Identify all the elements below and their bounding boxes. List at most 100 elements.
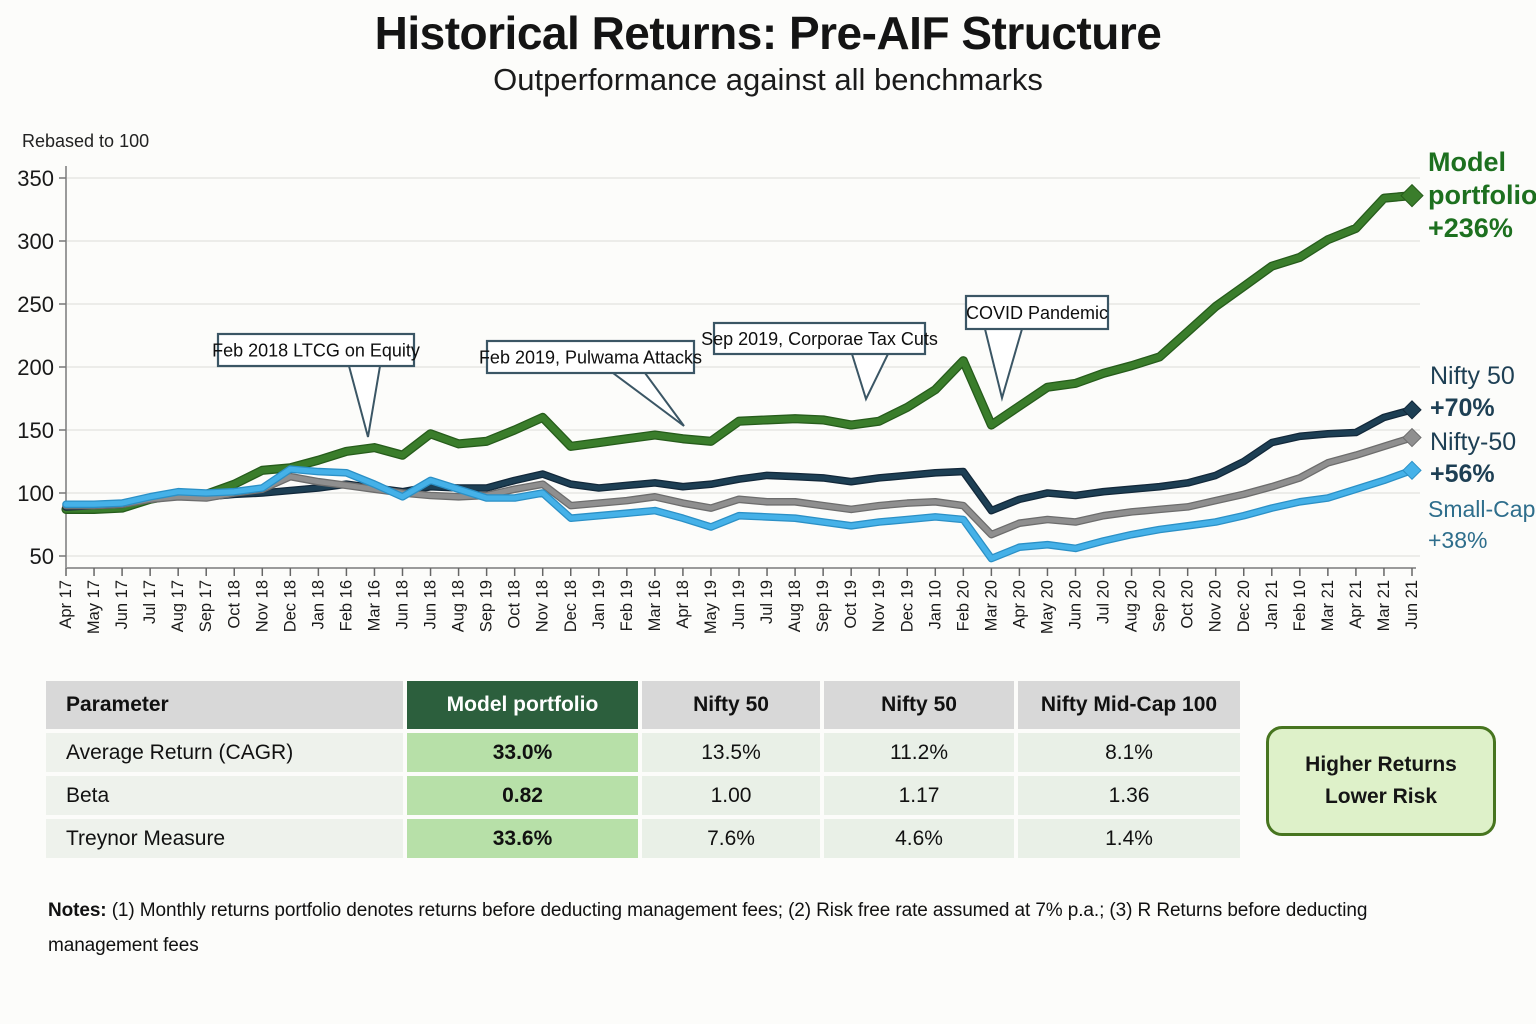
y-axis-label: 150 (17, 418, 54, 443)
series-end-marker (1400, 183, 1424, 208)
series-label-line: portfolio (1428, 180, 1536, 210)
annotation-box (964, 294, 1110, 331)
series-line-small-cap-100 (63, 466, 1415, 561)
table-row-label: Treynor Measure (46, 819, 403, 858)
series-label-line: Nifty-50 (1430, 428, 1517, 456)
table-header-cell: Nifty Mid-Cap 100 (1018, 681, 1240, 729)
x-axis-label: Jun 20 (1067, 580, 1085, 630)
x-axis-label: Mar 21 (1319, 580, 1337, 631)
table-row-label: Beta (46, 776, 403, 815)
table-cell: 7.6% (642, 819, 820, 858)
annotation-box (485, 339, 696, 375)
x-axis-label: Apr 20 (1010, 580, 1028, 629)
x-axis-label: Jun 17 (113, 580, 131, 630)
x-axis-label: Jan 18 (309, 580, 327, 630)
x-axis-label: Jun 18 (394, 580, 412, 630)
x-axis-label: Mar 16 (365, 580, 383, 631)
table-header-cell: Nifty 50 (824, 681, 1014, 729)
notes-prefix: Notes: (48, 900, 107, 921)
annotation-pointer (609, 372, 685, 427)
x-axis-label: Nov 18 (253, 580, 271, 632)
annotation-pointer (347, 365, 382, 438)
table-cell: 1.17 (824, 776, 1014, 815)
annotation-text: Sep 2019, Corporae Tax Cuts (701, 329, 938, 349)
page-title: Historical Returns: Pre-AIF Structure (374, 7, 1162, 59)
x-axis-label: Oct 18 (506, 580, 524, 629)
table-cell: 1.00 (642, 776, 820, 815)
line-chart: 50 100 150 200 250 300 350 Apr 17 May 17 Jun 17 Ju… (17, 166, 1424, 634)
badge-line: Higher Returns (1305, 753, 1457, 776)
x-axis-label: Jun 21 (1403, 580, 1421, 630)
x-axis-label: Aug 18 (786, 580, 804, 632)
series-line-nifty-50 (63, 407, 1415, 514)
x-axis-label: Feb 19 (618, 580, 636, 631)
x-axis-label: Apr 17 (57, 580, 75, 629)
table-cell: 4.6% (824, 819, 1014, 858)
x-axis-label: Sep 19 (478, 580, 496, 632)
x-axis-label: Dec 20 (1235, 580, 1253, 632)
x-axis-label: Nov 19 (870, 580, 888, 632)
annotation-pointer (983, 328, 1024, 402)
y-axis-label: 200 (17, 355, 54, 380)
x-axis-label: Oct 19 (842, 580, 860, 629)
footnotes: Notes: (1) Monthly returns portfolio den… (48, 893, 1420, 963)
x-axis-label: Feb 10 (1291, 580, 1309, 631)
table-header-cell: Nifty 50 (642, 681, 820, 729)
x-axis-label: May 19 (702, 580, 720, 634)
y-axis-label: 50 (30, 544, 54, 569)
annotation-box (216, 332, 416, 368)
x-axis-label: Sep 19 (814, 580, 832, 632)
x-axis-label: Jul 20 (1095, 580, 1113, 624)
table-cell: 0.82 (407, 776, 638, 815)
x-axis-label: Jun 18 (422, 580, 440, 630)
x-axis-label: Jun 19 (730, 580, 748, 630)
x-axis-label: Oct 18 (225, 580, 243, 629)
series-end-marker (1402, 460, 1422, 481)
x-axis-label: Oct 20 (1179, 580, 1197, 629)
notes-text: (1) Monthly returns portfolio denotes re… (48, 900, 1368, 956)
x-axis-label: Jan 21 (1263, 580, 1281, 630)
x-axis-label: Jul 19 (758, 580, 776, 624)
annotation-text: Feb 2018 LTCG on Equity (212, 341, 420, 361)
series-label-model-portfolio: Model portfolio +236% (1428, 146, 1536, 245)
series-return-pct: +56% (1430, 460, 1495, 488)
series-label-smallcap: Small-Cap 100 +38% (1428, 494, 1536, 556)
x-axis-label: Mar 16 (646, 580, 664, 631)
rebased-to-100-label: Rebased to 100 (22, 131, 150, 151)
page-subtitle: Outperformance against all benchmarks (493, 62, 1043, 97)
performance-table: Parameter Model portfolio Nifty 50 Nifty 50… (46, 681, 1240, 858)
x-axis-label: Nov 20 (1207, 580, 1225, 632)
x-axis-label: Feb 20 (954, 580, 972, 631)
table-header-cell: Model portfolio (407, 681, 638, 729)
series-label-nifty50-dark: Nifty 50 +70% (1430, 360, 1515, 424)
annotation-text: COVID Pandemic (966, 303, 1108, 323)
y-axis-label: 350 (17, 166, 54, 191)
x-axis-label: Jan 19 (590, 580, 608, 630)
x-axis-label: May 17 (85, 580, 103, 634)
series-label-nifty50-gray: Nifty-50 +56% (1430, 426, 1516, 490)
x-axis-label: Sep 20 (1151, 580, 1169, 632)
x-axis-label: Aug 20 (1123, 580, 1141, 632)
x-axis-label: Dec 18 (281, 580, 299, 632)
annotation-box (712, 321, 927, 356)
table-cell: 11.2% (824, 733, 1014, 772)
table-cell: 33.0% (407, 733, 638, 772)
x-axis-label: Dec 19 (898, 580, 916, 632)
x-axis-label: Apr 21 (1347, 580, 1365, 629)
series-end-marker (1402, 427, 1422, 448)
series-label-line: Model (1428, 147, 1506, 177)
series-return-pct: +70% (1430, 394, 1495, 422)
x-axis-label: Mar 21 (1375, 580, 1393, 631)
x-axis-label: May 20 (1038, 580, 1056, 634)
series-label-line: Nifty 50 (1430, 362, 1515, 390)
table-cell: 33.6% (407, 819, 638, 858)
table-header-cell: Parameter (46, 681, 403, 729)
y-axis-label: 250 (17, 292, 54, 317)
table-row-label: Average Return (CAGR) (46, 733, 403, 772)
x-axis-label: Jan 10 (926, 580, 944, 630)
x-axis-label: Dec 18 (562, 580, 580, 632)
series-line-nifty-50 (63, 435, 1415, 538)
x-axis-label: Feb 16 (337, 580, 355, 631)
series-label-line: Small-Cap 100 (1428, 496, 1536, 522)
